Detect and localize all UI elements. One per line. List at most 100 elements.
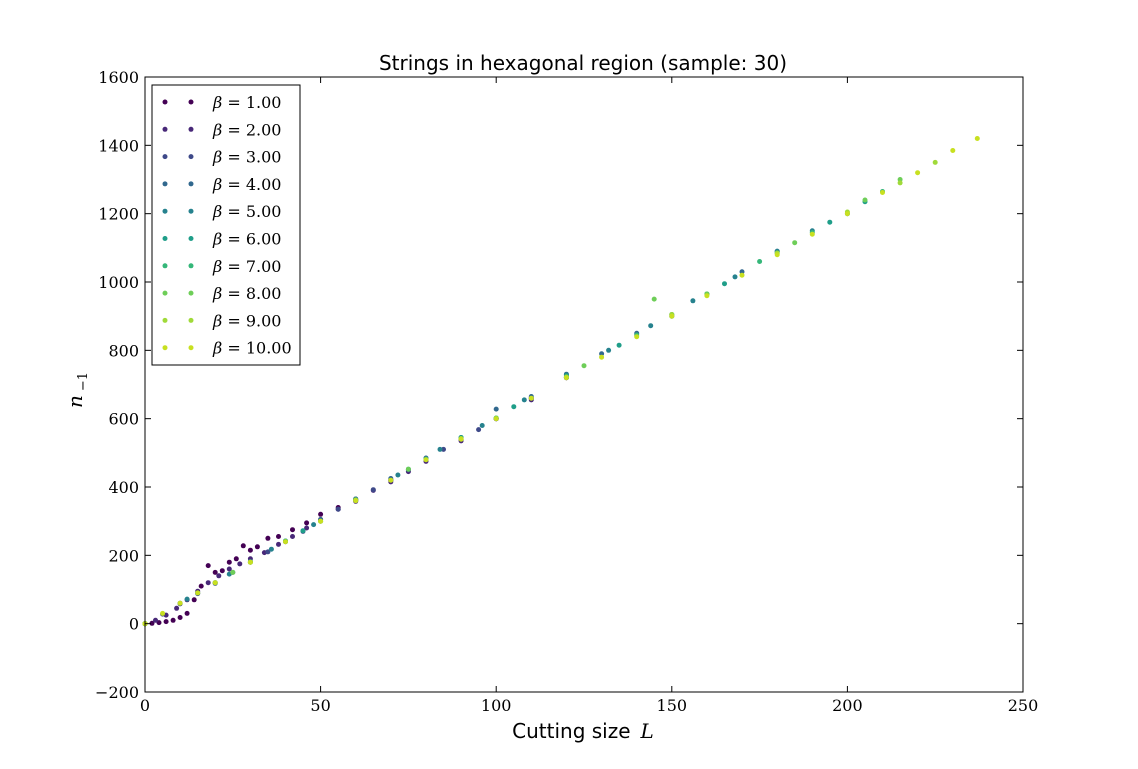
data-point: [493, 406, 499, 412]
data-point: [254, 544, 260, 550]
legend-marker: [162, 181, 168, 187]
data-point: [219, 568, 225, 574]
legend-marker: [162, 345, 168, 351]
data-point: [563, 375, 569, 381]
data-point: [240, 543, 246, 549]
legend-label: β = 2.00: [212, 120, 281, 139]
legend-marker: [162, 126, 168, 132]
data-point: [690, 298, 696, 304]
x-axis-label-variable: L: [640, 719, 654, 743]
chart-title: Strings in hexagonal region (sample: 30): [379, 51, 787, 75]
legend-marker: [188, 236, 194, 241]
legend-marker: [188, 263, 194, 269]
data-point: [304, 520, 310, 526]
legend-entry: β = 9.00: [162, 311, 281, 330]
legend-box: [151, 84, 301, 366]
legend-marker: [188, 99, 194, 105]
data-point: [458, 436, 464, 442]
data-point: [318, 511, 324, 517]
data-point: [353, 498, 359, 504]
tick-marks: [144, 76, 1024, 693]
data-point: [739, 272, 745, 278]
data-point: [732, 274, 738, 280]
legend-entry: β = 3.00: [162, 148, 281, 167]
data-point: [437, 446, 443, 452]
legend-marker: [188, 317, 194, 323]
data-point: [792, 240, 798, 246]
data-point: [198, 583, 204, 589]
y-tick-label: 1200: [98, 205, 139, 224]
data-point: [191, 597, 197, 603]
data-point: [230, 569, 236, 575]
data-point: [974, 136, 980, 141]
data-point: [216, 573, 222, 579]
legend: β = 1.00 β = 2.00 β = 3.00 β = 4.00 β = 5.00…: [151, 84, 301, 366]
data-point: [300, 528, 306, 534]
data-point: [153, 617, 158, 623]
data-point: [915, 170, 921, 176]
data-point: [827, 219, 833, 225]
legend-marker: [162, 154, 168, 160]
x-axis-label: Cutting size L: [512, 719, 654, 743]
data-point: [177, 600, 183, 606]
legend-marker: [188, 126, 194, 132]
data-point: [493, 416, 499, 422]
y-axis-label: n −1: [63, 372, 91, 408]
data-point: [184, 596, 190, 602]
y-tick-label: 800: [108, 341, 139, 360]
data-point: [511, 404, 517, 410]
series-beta-2.00: [142, 397, 534, 627]
data-point: [405, 466, 411, 472]
data-point: [276, 534, 281, 539]
data-point: [276, 541, 281, 547]
data-point: [616, 342, 622, 348]
data-point: [774, 252, 780, 258]
data-point: [177, 615, 183, 620]
data-point: [226, 566, 232, 572]
data-point: [212, 569, 218, 575]
y-tick-label: 1600: [98, 68, 139, 87]
legend-marker: [188, 208, 194, 214]
legend-label: β = 5.00: [212, 202, 281, 221]
legend-entry: β = 4.00: [162, 175, 281, 194]
data-point: [648, 323, 654, 329]
data-point: [318, 518, 324, 524]
data-point: [651, 296, 657, 302]
data-point: [441, 446, 446, 452]
data-point: [395, 472, 401, 478]
legend-marker: [188, 290, 194, 296]
legend-label: β = 4.00: [212, 175, 281, 194]
data-point: [370, 487, 376, 493]
data-point: [247, 547, 253, 553]
data-point: [226, 559, 232, 565]
data-point: [521, 397, 527, 403]
legend-marker: [162, 290, 168, 296]
legend-label: β = 3.00: [212, 148, 281, 167]
y-axis-label-subscript: −1: [76, 372, 91, 391]
legend-entry: β = 8.00: [162, 284, 281, 303]
data-point: [606, 347, 612, 353]
y-tick-label: 1000: [98, 273, 139, 292]
data-point: [304, 525, 310, 531]
legend-label: β = 9.00: [212, 311, 281, 330]
legend-marker: [162, 317, 168, 323]
data-point: [149, 620, 155, 626]
data-point: [809, 231, 815, 237]
data-point: [233, 556, 239, 562]
data-point: [163, 619, 169, 625]
series-beta-10.00: [142, 136, 980, 627]
legend-marker: [188, 154, 194, 160]
data-point: [634, 334, 640, 340]
data-point: [862, 197, 868, 203]
data-point: [290, 527, 295, 533]
y-tick-label: −200: [95, 683, 139, 702]
tick-labels: 0 50 100 150 200 250−200020040060080010001200…: [95, 68, 1038, 715]
data-point: [932, 159, 938, 165]
legend-marker: [188, 345, 194, 351]
x-tick-label: 150: [657, 696, 688, 715]
legend-marker: [162, 99, 168, 105]
data-point: [174, 605, 180, 611]
legend-marker: [162, 208, 168, 214]
svg-text:n −1: n −1: [63, 372, 91, 408]
